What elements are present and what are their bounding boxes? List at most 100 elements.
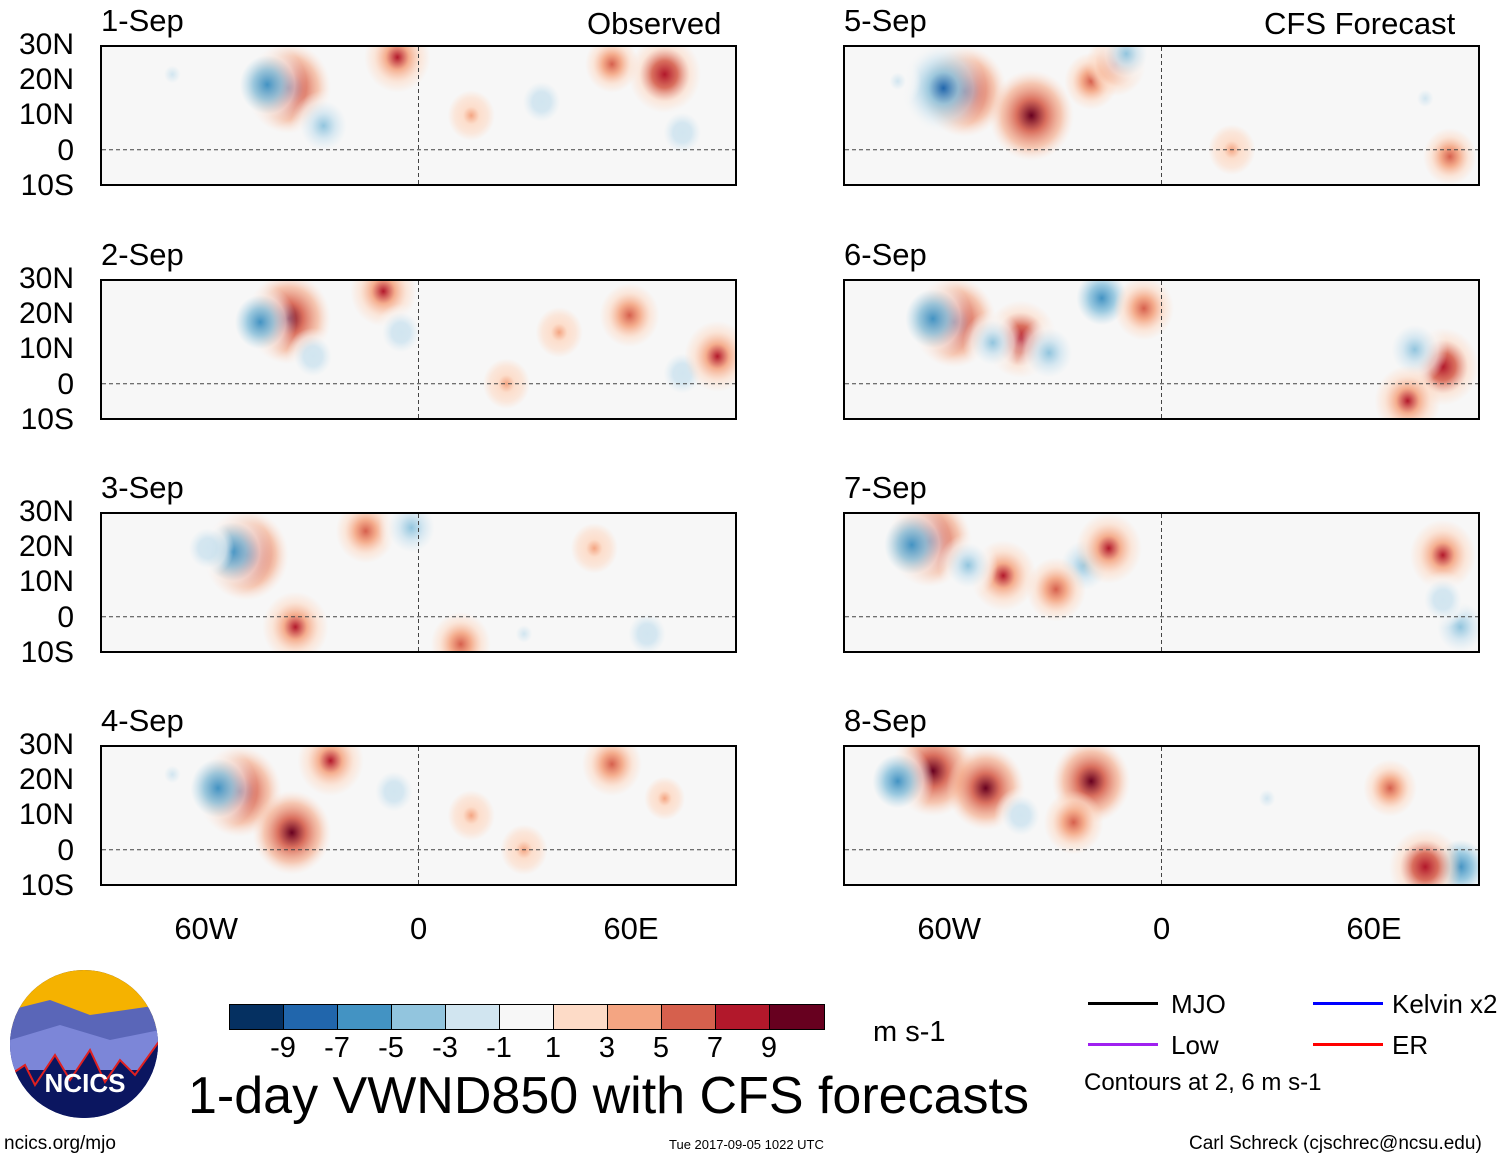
colorbar-swatch — [338, 1005, 392, 1029]
positive-anomaly — [252, 790, 332, 875]
positive-anomaly — [1423, 127, 1477, 184]
colorbar-units: m s-1 — [873, 1016, 946, 1048]
positive-anomaly — [585, 47, 639, 93]
negative-anomaly — [1243, 773, 1291, 824]
negative-anomaly — [378, 514, 445, 564]
positive-anomaly — [570, 523, 618, 574]
lat-label: 30N — [18, 28, 74, 61]
lon-label: 0 — [409, 911, 428, 946]
positive-anomaly — [1389, 828, 1462, 884]
colorbar-swatch — [554, 1005, 608, 1029]
map-panel-1-Sep — [100, 45, 737, 186]
positive-anomaly — [599, 283, 660, 348]
map-panel-6-Sep — [843, 279, 1480, 420]
figure-title: 1-day VWND850 with CFS forecasts — [188, 1067, 1029, 1125]
lat-label: 10S — [20, 168, 74, 202]
lat-label: 10N — [18, 332, 74, 366]
negative-anomaly — [180, 519, 235, 577]
lon-label: 60W — [174, 911, 239, 946]
panel-title: 8-Sep — [844, 703, 927, 738]
negative-anomaly — [872, 514, 952, 588]
negative-anomaly — [938, 533, 998, 598]
colorbar-swatch — [716, 1005, 770, 1029]
panel-title: 3-Sep — [101, 470, 184, 505]
positive-anomaly — [364, 47, 431, 93]
lat-label: 20N — [18, 530, 74, 564]
legend-mjo-line — [1088, 1002, 1158, 1005]
colorbar-label: -5 — [378, 1032, 404, 1064]
lon-label: 0 — [1152, 911, 1171, 946]
negative-anomaly — [367, 762, 421, 821]
lon-label: 60E — [603, 911, 659, 946]
colorbar-swatch — [446, 1005, 500, 1029]
negative-anomaly — [1416, 570, 1470, 629]
colorbar-swatch — [662, 1005, 716, 1029]
colorbar-label: 3 — [598, 1032, 616, 1064]
negative-anomaly — [224, 283, 297, 361]
panel-title: 1-Sep — [101, 3, 184, 38]
positive-anomaly — [262, 591, 329, 651]
positive-anomaly — [297, 747, 364, 797]
footer-timestamp: Tue 2017-09-05 1022 UTC — [669, 1137, 824, 1152]
lat-label: 20N — [18, 297, 74, 331]
lon-label: 60E — [1346, 911, 1402, 946]
positive-anomaly — [644, 776, 686, 821]
legend-low-label: Low — [1171, 1030, 1219, 1060]
negative-anomaly — [286, 327, 340, 385]
lat-label: 20N — [18, 63, 74, 97]
legend-kelvin-label: Kelvin x2 — [1392, 989, 1498, 1019]
negative-anomaly — [655, 103, 709, 162]
colorbar — [229, 1004, 825, 1030]
negative-anomaly — [1015, 317, 1083, 389]
lat-label: 0 — [57, 367, 74, 401]
lat-label: 0 — [57, 600, 74, 634]
colorbar-swatch — [770, 1005, 824, 1029]
map-panel-7-Sep — [843, 512, 1480, 653]
panel-title: 5-Sep — [844, 3, 927, 38]
negative-anomaly — [178, 747, 258, 831]
panel-title: 7-Sep — [844, 470, 927, 505]
lat-label: 10S — [20, 868, 74, 902]
negative-anomaly — [962, 310, 1023, 375]
negative-anomaly — [148, 49, 196, 100]
colorbar-label: 9 — [760, 1032, 778, 1064]
positive-anomaly — [1374, 365, 1441, 418]
negative-anomaly — [514, 73, 569, 131]
negative-anomaly — [874, 56, 922, 107]
positive-anomaly — [684, 320, 735, 392]
contour-note: Contours at 2, 6 m s-1 — [1084, 1069, 1322, 1096]
map-panel-3-Sep — [100, 512, 737, 653]
negative-anomaly — [290, 90, 357, 162]
positive-anomaly — [447, 790, 495, 841]
legend-kelvin-line — [1313, 1002, 1383, 1005]
colorbar-swatch — [392, 1005, 446, 1029]
footer-url[interactable]: ncics.org/mjo — [4, 1133, 116, 1154]
colorbar-label: -1 — [486, 1032, 512, 1064]
legend-low-line — [1088, 1043, 1158, 1046]
legend-mjo-label: MJO — [1171, 989, 1226, 1019]
lat-label: 10N — [18, 798, 74, 832]
panel-title: 4-Sep — [101, 703, 184, 738]
lat-label: 0 — [57, 833, 74, 867]
lat-label: 0 — [57, 133, 74, 167]
negative-anomaly — [1401, 73, 1449, 124]
colorbar-label: -7 — [324, 1032, 350, 1064]
negative-anomaly — [900, 47, 987, 134]
negative-anomaly — [1096, 47, 1157, 86]
map-panel-4-Sep — [100, 745, 737, 886]
lat-label: 30N — [18, 495, 74, 528]
colorbar-label: 1 — [544, 1032, 562, 1064]
legend-er-label: ER — [1392, 1030, 1429, 1060]
negative-anomaly — [861, 747, 934, 821]
positive-anomaly — [1075, 514, 1142, 584]
positive-anomaly — [1114, 281, 1174, 341]
colorbar-swatch — [500, 1005, 554, 1029]
positive-anomaly — [582, 747, 642, 797]
lat-label: 10S — [20, 402, 74, 436]
positive-anomaly — [1043, 790, 1104, 855]
positive-anomaly — [1409, 519, 1476, 591]
colorbar-label: -3 — [432, 1032, 458, 1064]
colorbar-swatch — [230, 1005, 284, 1029]
negative-anomaly — [227, 47, 307, 127]
